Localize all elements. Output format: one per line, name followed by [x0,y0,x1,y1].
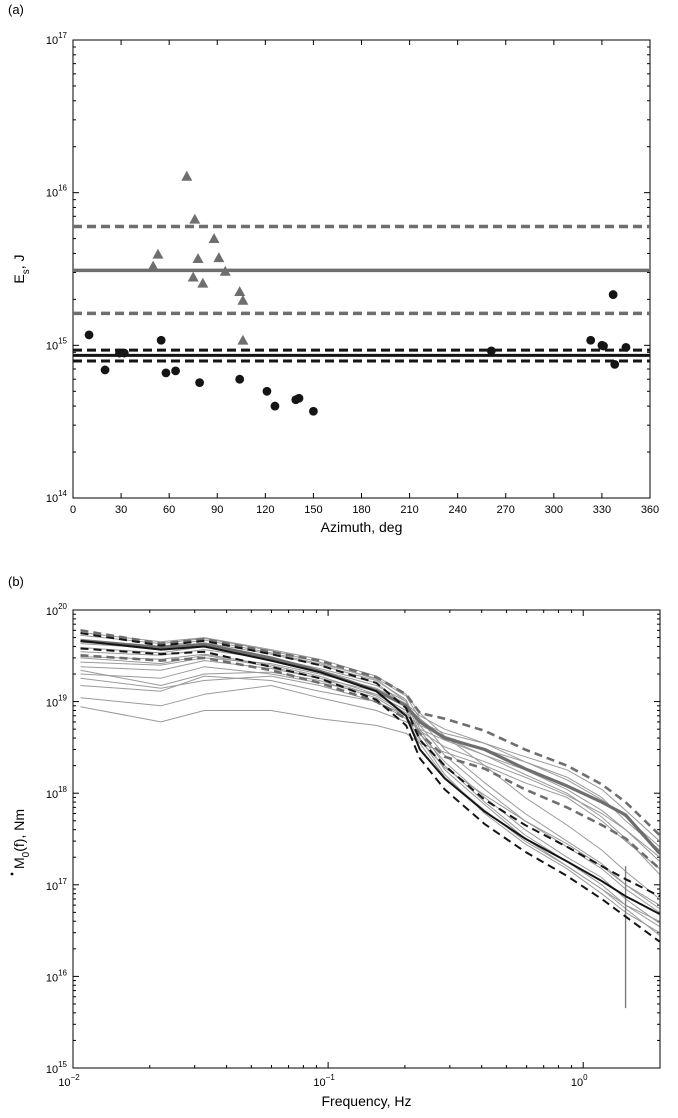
circle-point [119,348,129,358]
circle-point [161,368,171,378]
spectrum-line-dashed-black [80,632,660,898]
x-tick-label: 300 [545,504,563,516]
circle-point [100,365,110,375]
y-axis-label: Es, J [11,254,32,283]
x-tick-label: 270 [497,504,515,516]
triangle-point [208,233,220,244]
circle-point [608,290,618,299]
spectrum-line-thin-lightgray [80,675,660,922]
triangle-point [181,170,193,181]
triangle-point [192,253,204,263]
y-axis-label: M0(f), Nm [11,809,32,869]
x-tick-label: 210 [400,504,418,516]
circle-point [84,330,94,340]
x-tick-label: 100 [571,1073,588,1089]
spectrum-line-solid-black [80,639,660,915]
circle-point [270,401,280,411]
m-dot-accent [10,872,14,876]
spectrum-line-thin-lightgray [80,657,660,848]
triangle-point [234,286,246,296]
y-tick-label: 1020 [46,602,68,618]
circle-point [294,393,304,403]
spectrum-line-dashed-gray [80,629,660,836]
y-tick-label: 1017 [46,31,68,47]
spectrum-line-solid-gray [80,639,660,855]
y-tick-label: 1015 [46,336,68,352]
x-tick-label: 0 [70,504,76,516]
circle-point [195,378,205,388]
x-tick-label: 150 [304,504,322,516]
x-tick-label: 10−1 [313,1073,335,1089]
circle-point [262,386,272,396]
spectrum-line-thin-lightgray [80,649,660,913]
x-tick-label: 240 [448,504,466,516]
panel-b-plot-area [80,629,660,1009]
triangle-point [189,213,201,224]
x-tick-label: 120 [256,504,274,516]
spectrum-line-dashed-gray [80,654,660,870]
x-axis-label: Frequency, Hz [322,1093,412,1109]
y-tick-label: 1015 [46,1060,68,1076]
x-tick-label: 90 [211,504,223,516]
triangle-point [187,271,199,282]
circle-point [599,341,608,351]
circle-point [621,342,631,352]
y-tick-label: 1016 [46,968,68,984]
triangle-point [152,248,164,259]
spectrum-line-thin-lightgray [80,631,660,900]
x-axis-label: Azimuth, deg [321,519,403,535]
spectrum-line-thin-lightgray [80,654,660,858]
x-tick-label: 180 [352,504,370,516]
panel-b: 10−2 10−1 100 1015 1016 1017 1018 1019 1020 Frequ… [10,602,661,1109]
spectrum-line-thin-lightgray [80,642,660,928]
triangle-point [237,294,249,305]
y-tick-label: 1016 [46,184,68,200]
panel-b-label: (b) [8,574,24,589]
circle-point [309,406,318,416]
y-tick-label: 1019 [46,694,68,710]
circle-point [156,335,166,345]
panel-b-frame [72,609,661,1069]
panel-a-label: (a) [8,2,24,17]
triangle-point [219,265,231,276]
triangle-point [147,260,159,271]
y-tick-label: 1014 [46,489,68,505]
y-tick-label: 1018 [46,785,68,801]
circle-point [610,360,620,369]
triangle-point [213,252,225,263]
circle-point [486,346,496,356]
x-tick-label: 10−2 [58,1073,80,1089]
triangle-point [197,277,209,288]
x-tick-label: 60 [163,504,175,516]
x-tick-label: 360 [641,504,659,516]
x-tick-label: 30 [115,504,127,516]
spectrum-line-dashed-black [80,647,660,943]
panel-a: 0 30 60 90 120 150 180 210 240 270 300 330 360 1014 10… [11,31,659,535]
x-tick-label: 330 [593,504,611,516]
circle-point [586,335,596,345]
y-tick-label: 1017 [46,877,68,893]
circle-point [171,366,180,376]
triangle-point [237,334,249,345]
circle-point [235,374,245,384]
